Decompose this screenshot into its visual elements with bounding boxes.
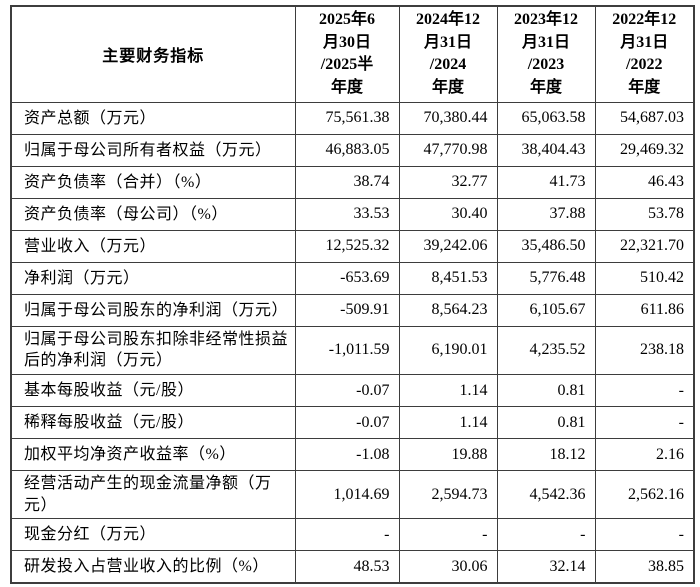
header-cell-period-2024: 2024年12 月31日 /2024 年度 (398, 5, 498, 103)
cell-value: 53.78 (594, 197, 695, 231)
cell-value: 4,235.52 (496, 325, 596, 376)
cell-value: -0.07 (294, 406, 400, 440)
cell-value: -509.91 (294, 293, 400, 327)
cell-value: 38.85 (594, 550, 695, 584)
cell-value: 19.88 (398, 438, 498, 472)
cell-value: 611.86 (594, 293, 695, 327)
row-label: 净利润（万元） (10, 261, 296, 295)
cell-value: 2,594.73 (398, 470, 498, 520)
cell-value: 2.16 (594, 438, 695, 472)
cell-value: 75,561.38 (294, 101, 400, 135)
cell-value: - (594, 406, 695, 440)
cell-value: 32.14 (496, 550, 596, 584)
cell-value: 33.53 (294, 197, 400, 231)
cell-value: 1.14 (398, 374, 498, 408)
row-label: 加权平均净资产收益率（%） (10, 438, 296, 472)
cell-value: 1.14 (398, 406, 498, 440)
header-cell-indicator: 主要财务指标 (10, 5, 296, 103)
cell-value: 38,404.43 (496, 133, 596, 167)
row-label: 归属于母公司股东扣除非经常性损益后的净利润（万元） (10, 325, 296, 376)
cell-value: 46.43 (594, 165, 695, 199)
header-cell-period-2025h1: 2025年6 月30日 /2025半 年度 (294, 5, 400, 103)
row-label: 经营活动产生的现金流量净额（万元） (10, 470, 296, 520)
cell-value: 29,469.32 (594, 133, 695, 167)
cell-value: 22,321.70 (594, 229, 695, 263)
table-row-net-profit: 净利润（万元） -653.69 8,451.53 5,776.48 510.42 (10, 261, 695, 295)
cell-value: 0.81 (496, 406, 596, 440)
cell-value: 32.77 (398, 165, 498, 199)
table-row-debt-ratio-parent: 资产负债率（母公司）（%） 33.53 30.40 37.88 53.78 (10, 197, 695, 231)
table-row-parent-equity: 归属于母公司所有者权益（万元） 46,883.05 47,770.98 38,4… (10, 133, 695, 167)
table-row-rd-ratio: 研发投入占营业收入的比例（%） 48.53 30.06 32.14 38.85 (10, 550, 695, 584)
cell-value: 1,014.69 (294, 470, 400, 520)
cell-value: 38.74 (294, 165, 400, 199)
table-row-operating-cash-flow: 经营活动产生的现金流量净额（万元） 1,014.69 2,594.73 4,54… (10, 470, 695, 520)
cell-value: 39,242.06 (398, 229, 498, 263)
financial-indicators-table: 主要财务指标 2025年6 月30日 /2025半 年度 2024年12 月31… (10, 5, 695, 584)
table-header-row: 主要财务指标 2025年6 月30日 /2025半 年度 2024年12 月31… (10, 5, 695, 103)
row-label: 归属于母公司所有者权益（万元） (10, 133, 296, 167)
cell-value: 238.18 (594, 325, 695, 376)
table-row-net-profit-parent: 归属于母公司股东的净利润（万元） -509.91 8,564.23 6,105.… (10, 293, 695, 327)
header-cell-period-2022: 2022年12 月31日 /2022 年度 (594, 5, 695, 103)
table-row-net-profit-deducted: 归属于母公司股东扣除非经常性损益后的净利润（万元） -1,011.59 6,19… (10, 325, 695, 376)
row-label: 营业收入（万元） (10, 229, 296, 263)
cell-value: 35,486.50 (496, 229, 596, 263)
cell-value: 8,564.23 (398, 293, 498, 327)
cell-value: - (398, 518, 498, 552)
row-label: 稀释每股收益（元/股） (10, 406, 296, 440)
cell-value: 6,105.67 (496, 293, 596, 327)
cell-value: 37.88 (496, 197, 596, 231)
table-row-total-assets: 资产总额（万元） 75,561.38 70,380.44 65,063.58 5… (10, 101, 695, 135)
cell-value: 46,883.05 (294, 133, 400, 167)
cell-value: 65,063.58 (496, 101, 596, 135)
cell-value: 8,451.53 (398, 261, 498, 295)
cell-value: 47,770.98 (398, 133, 498, 167)
row-label: 基本每股收益（元/股） (10, 374, 296, 408)
cell-value: -0.07 (294, 374, 400, 408)
cell-value: 48.53 (294, 550, 400, 584)
cell-value: 12,525.32 (294, 229, 400, 263)
cell-value: 18.12 (496, 438, 596, 472)
table-row-operating-revenue: 营业收入（万元） 12,525.32 39,242.06 35,486.50 2… (10, 229, 695, 263)
table-row-weighted-roe: 加权平均净资产收益率（%） -1.08 19.88 18.12 2.16 (10, 438, 695, 472)
row-label: 研发投入占营业收入的比例（%） (10, 550, 296, 584)
cell-value: 2,562.16 (594, 470, 695, 520)
cell-value: 30.06 (398, 550, 498, 584)
cell-value: 30.40 (398, 197, 498, 231)
cell-value: 510.42 (594, 261, 695, 295)
cell-value: - (294, 518, 400, 552)
header-cell-period-2023: 2023年12 月31日 /2023 年度 (496, 5, 596, 103)
table-row-debt-ratio-consolidated: 资产负债率（合并）（%） 38.74 32.77 41.73 46.43 (10, 165, 695, 199)
table-row-diluted-eps: 稀释每股收益（元/股） -0.07 1.14 0.81 - (10, 406, 695, 440)
cell-value: 70,380.44 (398, 101, 498, 135)
cell-value: -653.69 (294, 261, 400, 295)
table-row-cash-dividend: 现金分红（万元） - - - - (10, 518, 695, 552)
row-label: 资产负债率（合并）（%） (10, 165, 296, 199)
row-label: 资产负债率（母公司）（%） (10, 197, 296, 231)
cell-value: - (594, 518, 695, 552)
cell-value: -1,011.59 (294, 325, 400, 376)
table-row-basic-eps: 基本每股收益（元/股） -0.07 1.14 0.81 - (10, 374, 695, 408)
row-label: 现金分红（万元） (10, 518, 296, 552)
cell-value: - (594, 374, 695, 408)
row-label: 资产总额（万元） (10, 101, 296, 135)
cell-value: -1.08 (294, 438, 400, 472)
cell-value: - (496, 518, 596, 552)
cell-value: 5,776.48 (496, 261, 596, 295)
row-label: 归属于母公司股东的净利润（万元） (10, 293, 296, 327)
cell-value: 41.73 (496, 165, 596, 199)
cell-value: 6,190.01 (398, 325, 498, 376)
cell-value: 0.81 (496, 374, 596, 408)
cell-value: 54,687.03 (594, 101, 695, 135)
cell-value: 4,542.36 (496, 470, 596, 520)
